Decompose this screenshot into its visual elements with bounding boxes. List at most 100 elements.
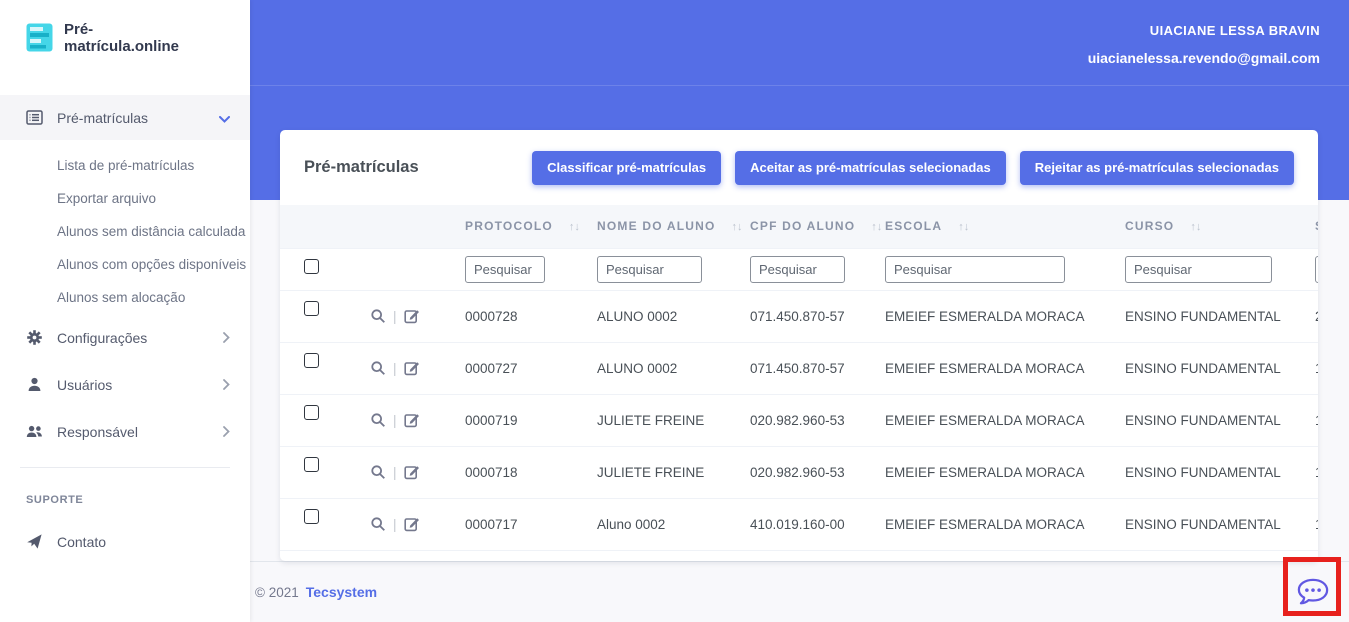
user-info[interactable]: UIACIANE LESSA BRAVIN uiacianelessa.reve… — [1088, 23, 1320, 66]
cell-curso: ENSINO FUNDAMENTAL — [1101, 394, 1291, 447]
copyright-text: © 2021 — [255, 584, 299, 600]
chat-bubble-icon — [1297, 578, 1329, 605]
gear-icon — [26, 329, 43, 346]
filter-row — [280, 248, 1318, 291]
header-protocolo[interactable]: PROTOCOLO ↑↓ — [441, 205, 580, 249]
cell-nome: ALUNO 0002 — [573, 342, 726, 395]
list-icon — [26, 109, 43, 126]
row-checkbox[interactable] — [304, 352, 319, 368]
brand-title[interactable]: Pré-matrícula.online — [64, 20, 180, 55]
sidebar-item-contato[interactable]: Contato — [0, 518, 250, 565]
cell-clipped: 1 — [1291, 498, 1318, 551]
sidebar-item-usuarios[interactable]: Usuários — [0, 361, 250, 408]
header-cpf-do-aluno[interactable]: CPF DO ALUNO ↑↓ — [726, 205, 882, 249]
row-checkbox[interactable] — [304, 456, 319, 472]
filter-nome-input[interactable] — [597, 255, 702, 283]
reject-selected-button[interactable]: Rejeitar as pré-matrículas selecionadas — [1019, 150, 1294, 185]
header-clipped[interactable]: S — [1291, 205, 1318, 249]
cell-protocolo: 0000718 — [441, 446, 573, 499]
sort-icon[interactable]: ↑↓ — [568, 221, 580, 234]
edit-icon[interactable] — [403, 464, 420, 480]
cell-clipped: 1 — [1291, 394, 1318, 447]
view-icon[interactable] — [370, 464, 386, 480]
cell-clipped: 1 — [1291, 342, 1318, 395]
cell-curso: ENSINO FUNDAMENTAL — [1101, 290, 1291, 343]
cell-cpf: 020.982.960-53 — [726, 394, 861, 447]
cell-nome: JULIETE FREINE — [573, 446, 726, 499]
chat-widget-button[interactable] — [1296, 577, 1330, 609]
user-email: uiacianelessa.revendo@gmail.com — [1087, 50, 1320, 66]
table-row: | 0000728 ALUNO 0002 071.450.870-57 EMEI… — [280, 290, 1318, 343]
sidebar-item-label: Pré-matrículas — [57, 109, 149, 126]
edit-icon[interactable] — [403, 516, 420, 532]
edit-icon[interactable] — [403, 360, 420, 376]
cell-protocolo: 0000719 — [441, 394, 573, 447]
cell-clipped: 1 — [1291, 446, 1318, 499]
company-link[interactable]: Tecsystem — [305, 584, 378, 600]
sidebar-item-lista-pre-matriculas[interactable]: Lista de pré-matrículas — [57, 158, 195, 173]
action-separator: | — [393, 308, 397, 324]
chevron-right-icon — [223, 330, 230, 346]
filter-checkbox-cell — [280, 248, 346, 291]
sidebar-item-alunos-sem-alocacao[interactable]: Alunos sem alocação — [57, 290, 186, 305]
logo-row: Pré-matrícula.online — [0, 0, 250, 75]
sidebar-item-label: Responsável — [57, 423, 138, 440]
header-curso[interactable]: CURSO ↑↓ — [1101, 205, 1291, 249]
cell-clipped: 2 — [1291, 290, 1318, 343]
cell-curso: ENSINO FUNDAMENTAL — [1101, 446, 1291, 499]
sidebar-item-responsavel[interactable]: Responsável — [0, 408, 250, 455]
sidebar-item-alunos-sem-distancia[interactable]: Alunos sem distância calculada — [57, 224, 246, 239]
users-group-icon — [26, 423, 43, 440]
sort-icon[interactable]: ↑↓ — [1190, 221, 1202, 234]
edit-icon[interactable] — [403, 308, 420, 324]
table-row: | 0000717 Aluno 0002 410.019.160-00 EMEI… — [280, 498, 1318, 551]
edit-icon[interactable] — [403, 412, 420, 428]
chevron-right-icon — [223, 424, 230, 440]
view-icon[interactable] — [370, 412, 386, 428]
sidebar-item-alunos-opcoes-disponiveis[interactable]: Alunos com opções disponíveis — [57, 257, 247, 272]
filter-clipped-input[interactable] — [1315, 255, 1318, 283]
sidebar-item-exportar-arquivo[interactable]: Exportar arquivo — [57, 191, 157, 206]
cell-cpf: 410.019.160-00 — [726, 498, 861, 551]
sort-icon[interactable]: ↑↓ — [871, 221, 883, 234]
cell-nome: JULIETE FREINE — [573, 394, 726, 447]
classify-button[interactable]: Classificar pré-matrículas — [532, 150, 722, 185]
sidebar-item-configuracoes[interactable]: Configurações — [0, 314, 250, 361]
view-icon[interactable] — [370, 360, 386, 376]
card-actions: Classificar pré-matrículas Aceitar as pr… — [532, 150, 1294, 185]
sidebar-item-pre-matriculas[interactable]: Pré-matrículas — [0, 95, 250, 140]
view-icon[interactable] — [370, 308, 386, 324]
action-separator: | — [393, 464, 397, 480]
select-all-checkbox[interactable] — [304, 259, 319, 274]
hamburger-menu-icon[interactable] — [206, 36, 230, 40]
accept-selected-button[interactable]: Aceitar as pré-matrículas selecionadas — [735, 150, 1006, 185]
cell-escola: EMEIEF ESMERALDA MORACA — [861, 446, 1101, 499]
action-separator: | — [393, 360, 397, 376]
cell-protocolo: 0000717 — [441, 498, 573, 551]
action-separator: | — [393, 412, 397, 428]
card-header: Pré-matrículas Classificar pré-matrícula… — [280, 130, 1318, 205]
sidebar: Pré-matrícula.online Pré-matrículas List… — [0, 0, 250, 622]
chevron-down-icon — [219, 110, 230, 126]
filter-curso-input[interactable] — [1125, 255, 1272, 283]
cell-escola: EMEIEF ESMERALDA MORACA — [861, 342, 1101, 395]
cell-nome: ALUNO 0002 — [573, 290, 726, 343]
header-escola[interactable]: ESCOLA ↑↓ — [861, 205, 1101, 249]
row-checkbox[interactable] — [304, 300, 319, 316]
brand-logo-icon[interactable] — [26, 23, 53, 52]
user-name: UIACIANE LESSA BRAVIN — [1149, 23, 1320, 38]
table-header-row: PROTOCOLO ↑↓ NOME DO ALUNO ↑↓ CPF DO ALUNO… — [280, 205, 1318, 249]
row-checkbox[interactable] — [304, 508, 319, 524]
chevron-right-icon — [223, 377, 230, 393]
sort-icon[interactable]: ↑↓ — [958, 221, 970, 234]
table-row: | 0000727 ALUNO 0002 071.450.870-57 EMEI… — [280, 342, 1318, 395]
page-title: Pré-matrículas — [304, 158, 419, 176]
action-separator: | — [393, 516, 397, 532]
filter-cpf-input[interactable] — [750, 255, 845, 283]
view-icon[interactable] — [370, 516, 386, 532]
row-checkbox[interactable] — [304, 404, 319, 420]
filter-escola-input[interactable] — [885, 255, 1065, 283]
filter-protocolo-input[interactable] — [465, 255, 545, 283]
header-nome-do-aluno[interactable]: NOME DO ALUNO ↑↓ — [573, 205, 743, 249]
sort-icon[interactable]: ↑↓ — [731, 221, 743, 234]
